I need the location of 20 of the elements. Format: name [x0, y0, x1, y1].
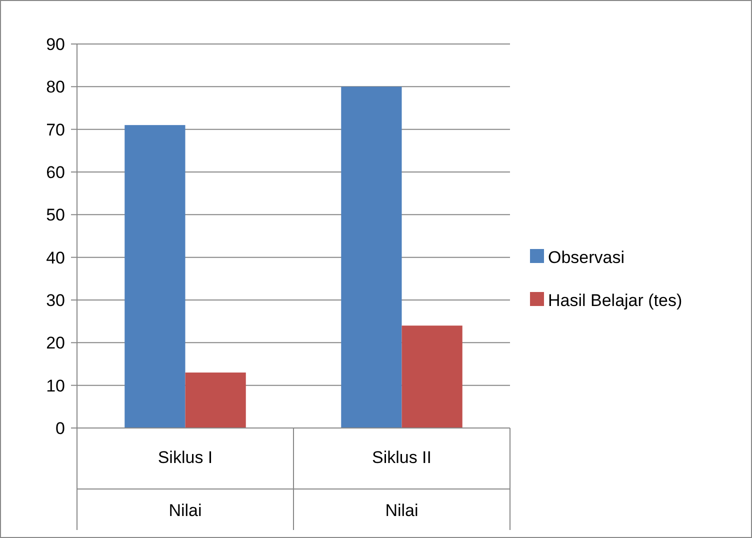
bar	[402, 326, 462, 428]
y-tick-label: 10	[46, 376, 65, 396]
bar	[124, 125, 186, 428]
legend-label: Observasi	[548, 248, 625, 267]
bar	[185, 372, 246, 428]
y-tick-label: 60	[46, 162, 65, 182]
y-tick-label: 40	[46, 248, 65, 268]
y-tick-label: 30	[46, 290, 65, 310]
bar	[341, 86, 402, 428]
y-tick-label: 90	[46, 34, 65, 54]
y-tick-label: 70	[46, 120, 65, 140]
y-tick-label: 0	[56, 418, 65, 438]
x-tick-label: Siklus II	[372, 448, 432, 467]
y-tick-label: 80	[46, 78, 65, 97]
text: Nilai	[168, 501, 202, 520]
y-tick-label: 50	[46, 206, 65, 225]
legend-label: Hasil Belajar (tes)	[548, 290, 682, 310]
x-tick-label: Siklus I	[158, 448, 213, 467]
text: Nilai	[385, 501, 418, 520]
y-tick-label: 20	[46, 334, 65, 353]
